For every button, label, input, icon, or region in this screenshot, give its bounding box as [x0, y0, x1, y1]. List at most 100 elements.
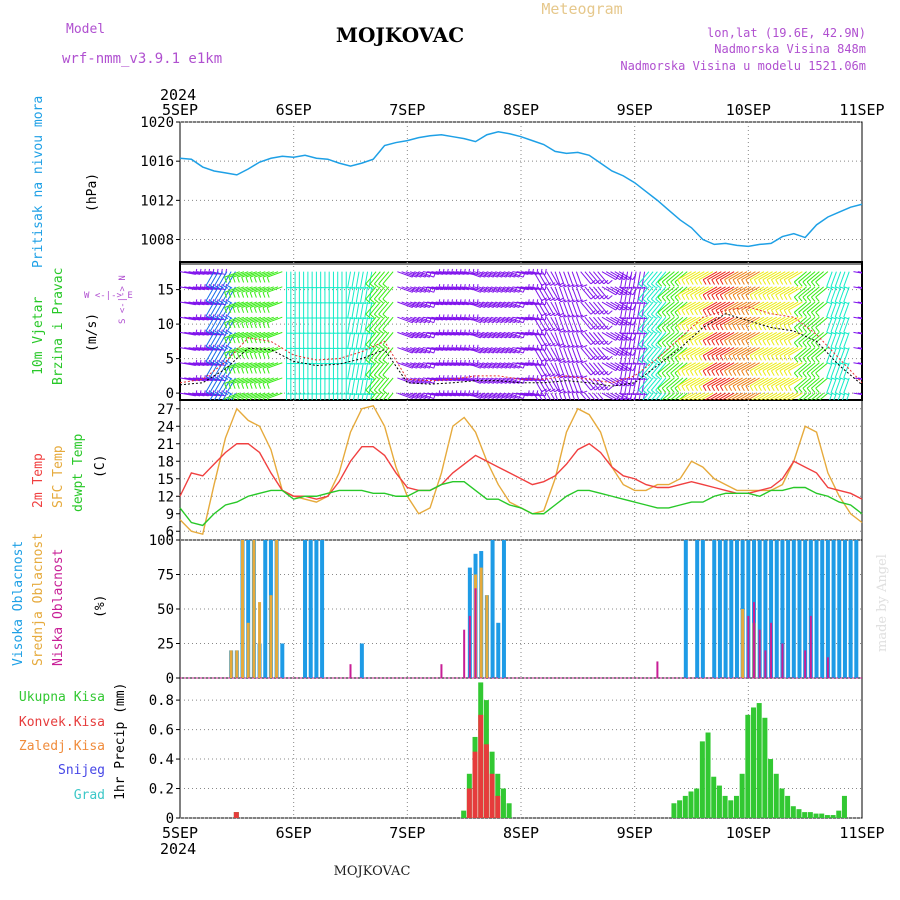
wind-barb-flag [770, 279, 775, 285]
wind-barb [364, 347, 369, 364]
wind-barb [732, 331, 748, 341]
total-rain-bar [506, 803, 512, 818]
wind-barb-flag [741, 340, 745, 346]
wind-barb [563, 347, 570, 363]
wind-barb [745, 362, 760, 372]
wind-barb-flag [741, 294, 745, 300]
wind-barb-flag [741, 309, 745, 316]
wind-barb-flag [646, 329, 652, 334]
wind-barb [439, 331, 456, 336]
wind-barb [802, 347, 816, 359]
wind-barb-flag [573, 406, 578, 408]
wind-barb [444, 316, 461, 321]
wind-barb [815, 286, 829, 298]
wind-barb-flag [779, 385, 784, 392]
wind-barb [378, 332, 390, 345]
wind-barb [237, 271, 253, 278]
total-rain-bar [699, 741, 705, 818]
wind-barb-flag [249, 322, 253, 329]
wind-barb [708, 392, 722, 400]
wind-barb [241, 286, 257, 293]
wind-barb [815, 271, 829, 283]
wind-barb [482, 347, 498, 354]
wind-barb-flag [351, 393, 358, 396]
wind-barb-flag [779, 279, 784, 285]
wind-barb [690, 331, 705, 341]
wind-barb-flag [642, 298, 648, 304]
wind-barb [482, 331, 498, 339]
wind-barb-flag [873, 330, 874, 336]
wind-barb [478, 271, 494, 278]
wind-barb [593, 362, 605, 376]
wind-barb-flag [545, 327, 552, 332]
wind-barb [721, 392, 735, 400]
wind-barb [347, 271, 351, 288]
wind-barb-flag [724, 355, 728, 361]
wind-barb [410, 316, 426, 324]
wind-barb [716, 392, 731, 400]
wind-barb [435, 286, 452, 291]
wind-barb-flag [347, 393, 354, 396]
wind-barb [728, 301, 743, 311]
wind-barb-flag [835, 392, 841, 396]
wind-barb [401, 316, 417, 324]
wind-barb [772, 392, 786, 400]
wind-barb [188, 301, 205, 306]
wind-barb [593, 347, 605, 361]
wind-barb [670, 316, 684, 328]
wind-barb-flag [624, 347, 631, 350]
wind-barb [584, 392, 592, 400]
wind-barb [499, 271, 515, 278]
wind-barb [550, 347, 560, 362]
wind-barb [254, 362, 270, 369]
wind-barb [811, 362, 824, 374]
wind-barb-flag [241, 368, 245, 374]
wind-barb [228, 362, 245, 369]
wind-barb-flag [228, 352, 232, 359]
y-tick-label: 6 [166, 524, 174, 540]
wind-barb-flag [728, 309, 733, 316]
wind-barb-flag [544, 268, 547, 275]
wind-barb-flag [810, 296, 816, 302]
wind-barb-flag [657, 372, 662, 378]
wind-barb-flag [715, 324, 720, 331]
wind-barb-flag [364, 286, 371, 289]
wind-barb-flag [698, 385, 703, 392]
wind-barb [245, 347, 262, 354]
wind-barb-flag [228, 276, 232, 283]
wind-barb [473, 362, 490, 369]
wind-barb [529, 392, 546, 397]
wind-barb-flag [555, 404, 560, 407]
wind-barb-flag [788, 324, 792, 331]
wind-barb [503, 301, 520, 308]
wind-barb [702, 362, 718, 372]
wind-barb [742, 392, 756, 400]
wind-barb [418, 362, 434, 369]
wind-barb [677, 331, 692, 341]
wind-barb [410, 377, 426, 384]
wind-barb-flag [577, 329, 584, 333]
wind-barb [232, 316, 249, 324]
y-tick-label: 27 [157, 402, 174, 418]
wind-barb-flag [702, 340, 707, 346]
wind-barb [567, 392, 571, 400]
wind-barb [180, 316, 196, 321]
wind-barb [218, 392, 224, 400]
wind-barb-flag [369, 359, 375, 364]
wind-barb-flag [476, 359, 479, 366]
wind-barb-flag [839, 377, 845, 381]
wind-barb-flag [798, 387, 803, 393]
day-label-top: 8SEP [503, 101, 539, 119]
wind-barb-flag [232, 352, 236, 359]
conv-rain-bar [478, 714, 484, 818]
wind-barb-flag [599, 402, 603, 406]
wind-barb [214, 332, 224, 347]
wind-barb-flag [694, 309, 698, 316]
wind-barb [788, 331, 803, 341]
wind-barb-flag [655, 298, 661, 304]
wind-barb [554, 317, 562, 333]
wind-barb [670, 377, 684, 389]
wind-barb-flag [595, 402, 599, 406]
high-cloud-bar [717, 540, 722, 678]
wind-barb-flag [702, 279, 707, 285]
